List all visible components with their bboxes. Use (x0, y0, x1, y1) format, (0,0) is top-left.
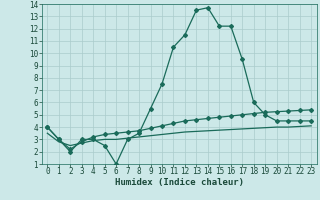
X-axis label: Humidex (Indice chaleur): Humidex (Indice chaleur) (115, 178, 244, 187)
